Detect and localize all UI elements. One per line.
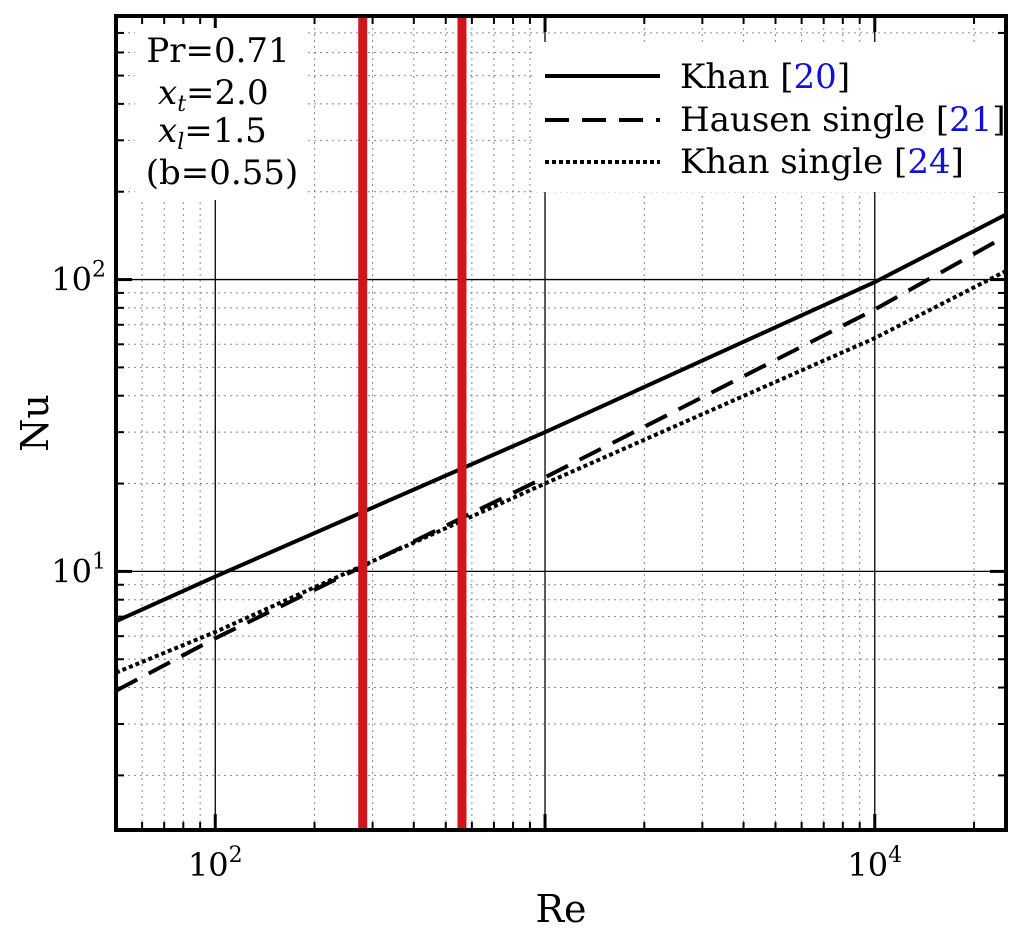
series-khan-20-line [116,212,1006,624]
legend-entry-hausen-single-21: Hausen single [21] [680,100,1006,140]
xl-annotation: xl=1.5 [158,111,267,155]
legend-reference: 21 [949,100,992,140]
legend-reference: 20 [794,57,837,97]
y-tick-label: 102 [51,258,106,299]
legend-label: Khan single [ [680,142,907,182]
tick-label-exponent: 2 [92,258,106,283]
series-hausen-single-21-line [116,234,1006,693]
annotation-background [135,28,305,200]
y-axis-label: Nu [13,394,57,452]
tick-label-base: 10 [51,552,92,590]
b-annotation: (b=0.55) [146,153,299,193]
tick-label-base: 10 [847,846,888,884]
xt-symbol: x [158,73,177,113]
legend-background [535,42,1005,192]
legend-label: Hausen single [ [680,100,949,140]
pr-annotation: Pr=0.71 [146,31,289,71]
xt-value: =2.0 [186,73,269,113]
xl-subscript: l [177,130,184,155]
legend-reference: 24 [907,142,950,182]
tick-label-exponent: 1 [92,549,106,574]
xt-subscript: t [177,92,186,117]
x-tick-label: 104 [847,843,902,884]
tick-label-base: 10 [188,846,229,884]
xt-annotation: xt=2.0 [158,73,269,117]
xl-value: =1.5 [184,111,267,151]
plot-frame [114,14,1008,832]
x-tick-label: 102 [188,843,243,884]
legend: Khan [20] Hausen single [21] Khan single… [545,57,1006,182]
series-layer [116,16,1006,830]
x-axis-label: Re [535,887,586,931]
tick-label-base: 10 [51,261,92,299]
tick-label-exponent: 2 [229,843,243,868]
xl-symbol: x [158,111,177,151]
legend-entry-khan-single-24: Khan single [24] [680,142,964,182]
legend-entry-khan-20: Khan [20] [680,57,850,97]
y-tick-label: 101 [51,549,106,590]
tick-label-exponent: 4 [888,843,902,868]
legend-label: Khan [ [680,57,794,97]
series-khan-single-24-line [116,269,1006,675]
